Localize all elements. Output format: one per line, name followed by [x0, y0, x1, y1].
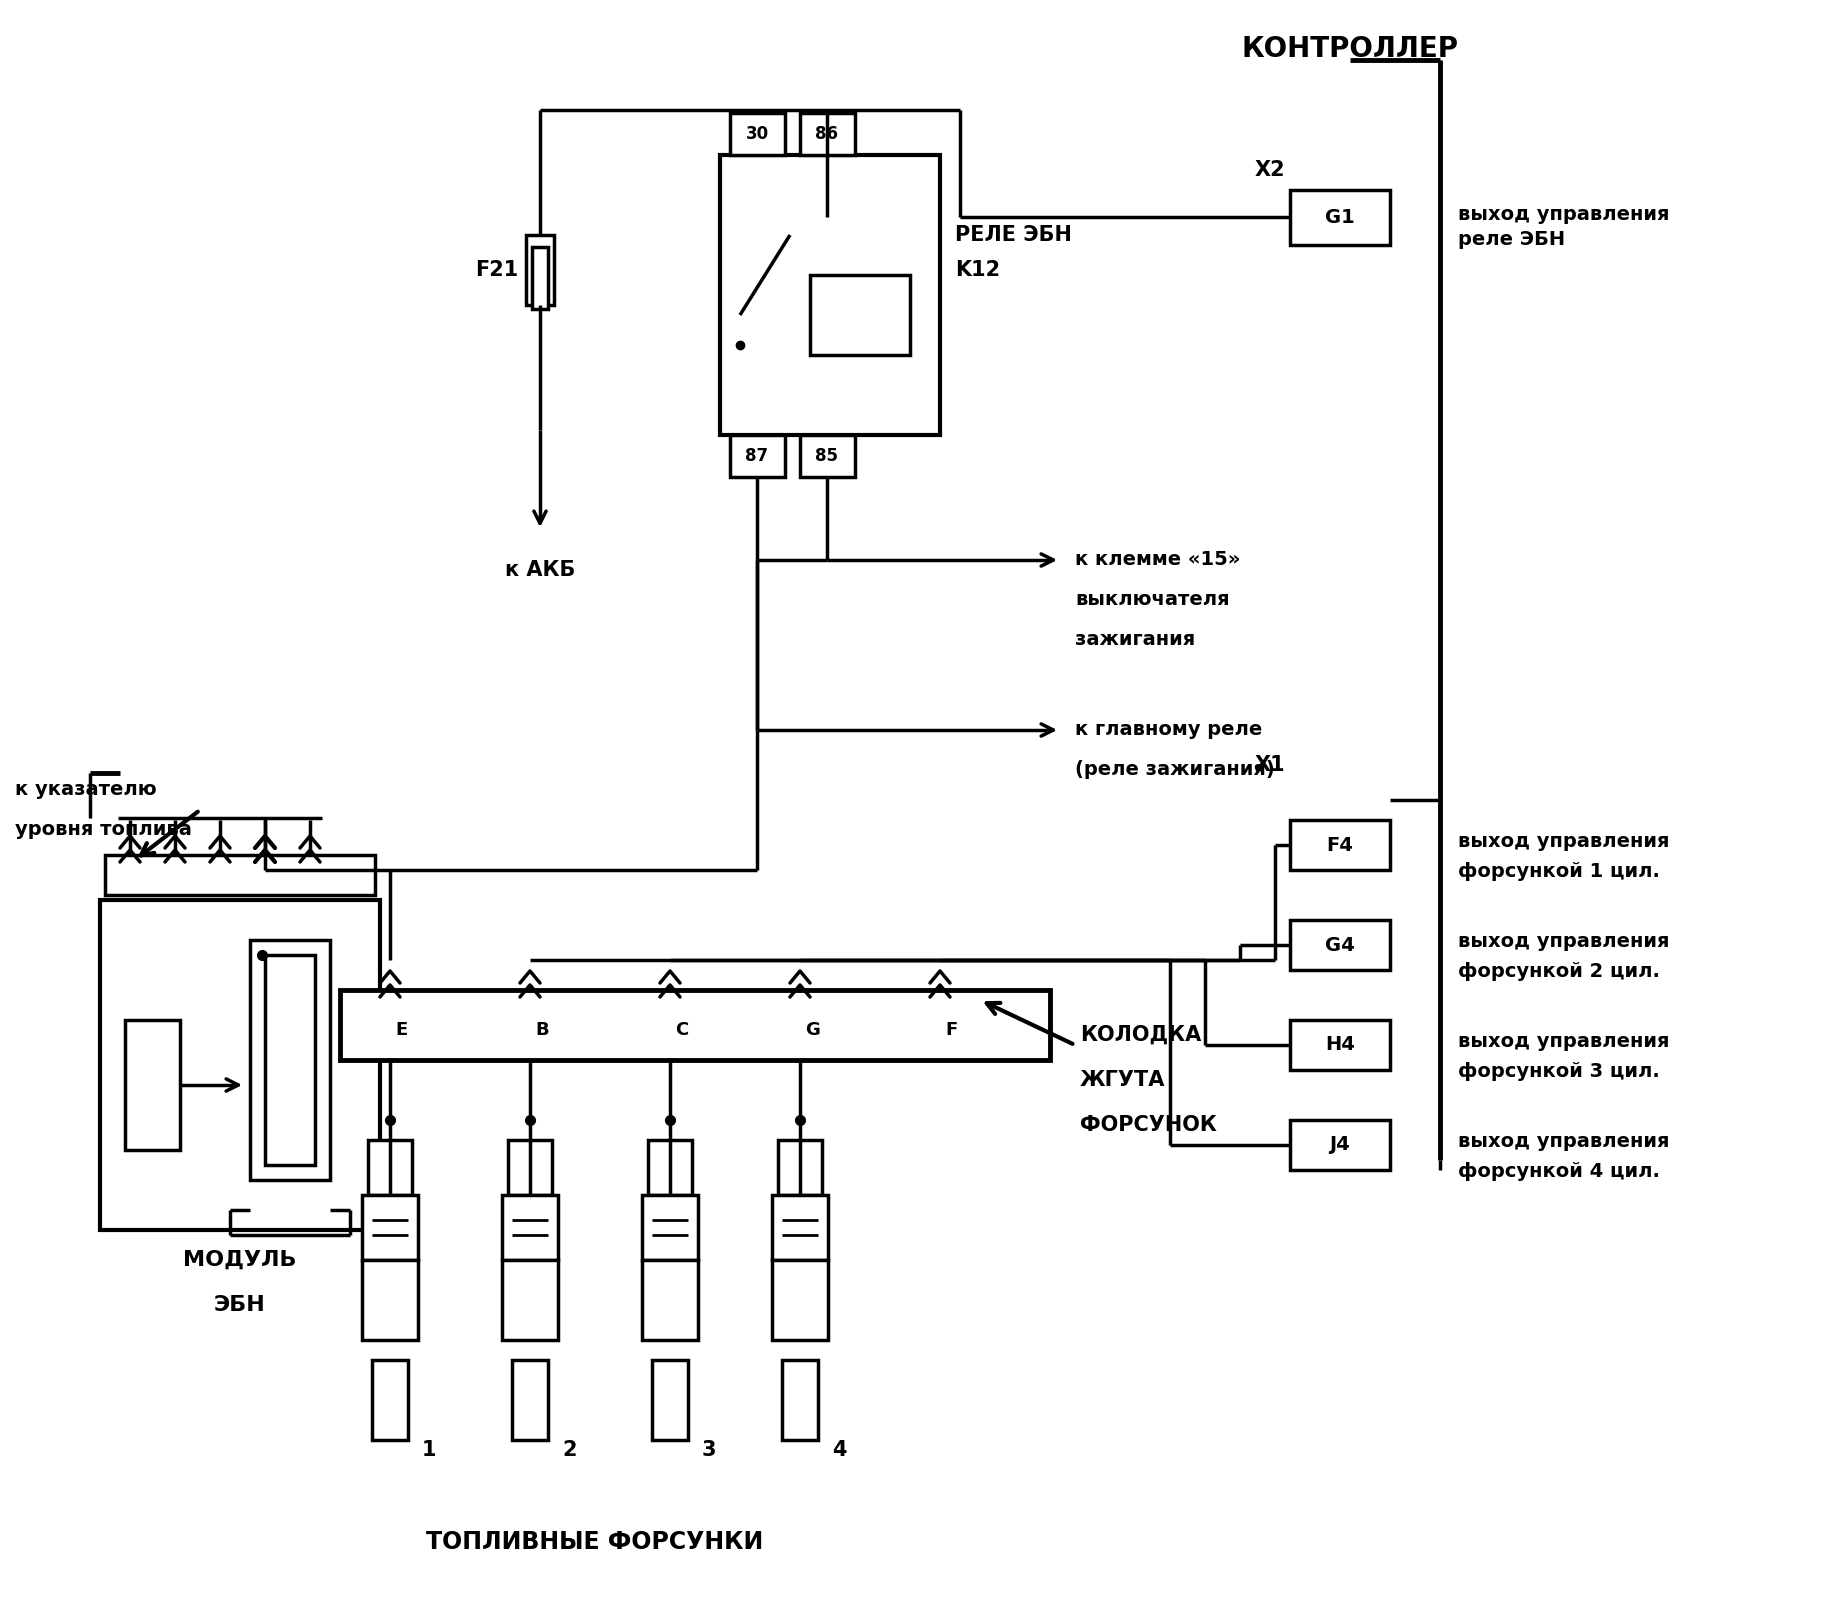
Text: F21: F21	[475, 261, 517, 280]
Text: J4: J4	[1330, 1135, 1350, 1154]
Text: E: E	[394, 1022, 407, 1039]
Bar	[532, 246, 548, 309]
Text: K12: K12	[956, 261, 1000, 280]
Text: X1: X1	[1254, 755, 1286, 776]
Text: РЕЛЕ ЭБН: РЕЛЕ ЭБН	[956, 225, 1071, 245]
Text: C: C	[675, 1022, 688, 1039]
Text: ЖГУТА: ЖГУТА	[1080, 1070, 1165, 1091]
Bar	[653, 1361, 688, 1441]
Bar	[772, 1260, 827, 1340]
Text: ФОРСУНОК: ФОРСУНОК	[1080, 1115, 1218, 1135]
Text: B: B	[536, 1022, 548, 1039]
Bar	[503, 1194, 558, 1260]
Bar	[647, 1140, 691, 1194]
Text: выход управления: выход управления	[1458, 205, 1669, 224]
Text: ТОПЛИВНЫЕ ФОРСУНКИ: ТОПЛИВНЫЕ ФОРСУНКИ	[425, 1530, 763, 1554]
Text: форсункой 3 цил.: форсункой 3 цил.	[1458, 1062, 1660, 1081]
Bar	[781, 1361, 818, 1441]
Text: к указателю: к указателю	[15, 780, 156, 800]
Text: X2: X2	[1254, 160, 1286, 181]
Bar	[125, 1020, 180, 1150]
Text: к главному реле: к главному реле	[1075, 720, 1262, 739]
Text: 3: 3	[702, 1441, 717, 1460]
Bar	[800, 114, 855, 155]
Text: выход управления: выход управления	[1458, 1031, 1669, 1051]
Text: КОЛОДКА: КОЛОДКА	[1080, 1025, 1201, 1046]
Bar	[730, 435, 785, 477]
Text: ЭБН: ЭБН	[215, 1295, 266, 1314]
Bar	[101, 900, 380, 1230]
Bar	[772, 1194, 827, 1260]
Text: 86: 86	[816, 125, 838, 142]
Bar	[800, 435, 855, 477]
Bar	[361, 1260, 418, 1340]
Text: G: G	[805, 1022, 820, 1039]
Text: МОДУЛЬ: МОДУЛЬ	[183, 1250, 297, 1270]
Bar	[512, 1361, 548, 1441]
Bar	[1289, 1119, 1390, 1170]
Bar	[372, 1361, 407, 1441]
Bar	[526, 235, 554, 305]
Text: 2: 2	[561, 1441, 576, 1460]
Bar	[642, 1260, 699, 1340]
Bar	[369, 1140, 413, 1194]
Text: H4: H4	[1324, 1036, 1355, 1054]
Text: реле ЭБН: реле ЭБН	[1458, 230, 1564, 249]
Text: 1: 1	[422, 1441, 436, 1460]
Text: 4: 4	[833, 1441, 847, 1460]
Bar	[503, 1260, 558, 1340]
Text: выключателя: выключателя	[1075, 590, 1229, 609]
Bar	[730, 114, 785, 155]
Bar	[1289, 1020, 1390, 1070]
Text: форсункой 1 цил.: форсункой 1 цил.	[1458, 862, 1660, 881]
Text: зажигания: зажигания	[1075, 630, 1196, 649]
Text: F4: F4	[1326, 836, 1353, 854]
Text: форсункой 4 цил.: форсункой 4 цил.	[1458, 1162, 1660, 1182]
Text: 85: 85	[816, 448, 838, 465]
Bar	[1289, 820, 1390, 870]
Text: выход управления: выход управления	[1458, 831, 1669, 851]
Text: уровня топлива: уровня топлива	[15, 820, 193, 839]
Text: 30: 30	[745, 125, 768, 142]
Bar	[105, 855, 374, 895]
Bar	[361, 1194, 418, 1260]
Text: к клемме «15»: к клемме «15»	[1075, 550, 1240, 569]
Text: КОНТРОЛЛЕР: КОНТРОЛЛЕР	[1242, 35, 1458, 62]
Text: форсункой 2 цил.: форсункой 2 цил.	[1458, 963, 1660, 982]
Bar	[778, 1140, 822, 1194]
Bar	[721, 155, 941, 435]
Bar	[249, 940, 330, 1180]
Bar	[811, 275, 910, 355]
Text: к АКБ: к АКБ	[504, 560, 576, 580]
Text: 87: 87	[745, 448, 768, 465]
Text: F: F	[945, 1022, 957, 1039]
Bar	[264, 955, 315, 1166]
Bar	[642, 1194, 699, 1260]
Text: G4: G4	[1326, 935, 1355, 955]
Bar	[1289, 190, 1390, 245]
Bar	[339, 990, 1051, 1060]
Bar	[508, 1140, 552, 1194]
Text: G1: G1	[1326, 208, 1355, 227]
Text: выход управления: выход управления	[1458, 932, 1669, 951]
Text: выход управления: выход управления	[1458, 1132, 1669, 1151]
Bar	[1289, 919, 1390, 971]
Text: (реле зажигания): (реле зажигания)	[1075, 760, 1275, 779]
